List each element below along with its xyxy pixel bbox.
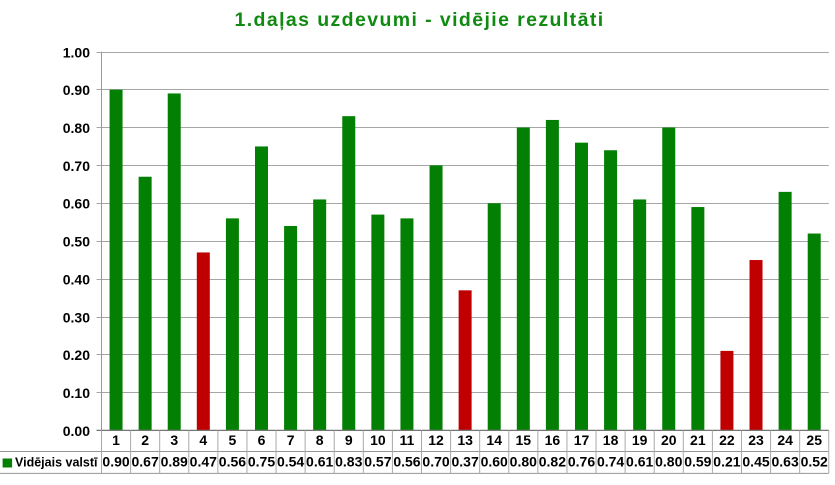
svg-text:0.54: 0.54 [277, 454, 304, 470]
svg-text:0.61: 0.61 [626, 454, 653, 470]
svg-text:15: 15 [516, 432, 532, 448]
svg-text:20: 20 [661, 432, 677, 448]
svg-text:0.52: 0.52 [801, 454, 828, 470]
svg-text:0.56: 0.56 [393, 454, 420, 470]
svg-text:0.63: 0.63 [771, 454, 798, 470]
svg-text:1.daļas uzdevumi - vidējie rez: 1.daļas uzdevumi - vidējie rezultāti [234, 9, 604, 31]
svg-text:0.20: 0.20 [63, 347, 90, 363]
svg-text:0.83: 0.83 [335, 454, 362, 470]
svg-text:25: 25 [806, 432, 822, 448]
svg-text:0.90: 0.90 [102, 454, 129, 470]
svg-text:Vidējais valstī: Vidējais valstī [15, 456, 98, 470]
svg-text:0.80: 0.80 [63, 120, 90, 136]
svg-text:0.82: 0.82 [539, 454, 566, 470]
svg-text:0.37: 0.37 [451, 454, 478, 470]
svg-text:14: 14 [486, 432, 502, 448]
svg-text:12: 12 [428, 432, 444, 448]
svg-text:2: 2 [141, 432, 149, 448]
svg-text:9: 9 [345, 432, 353, 448]
svg-text:0.76: 0.76 [568, 454, 595, 470]
svg-text:13: 13 [457, 432, 473, 448]
svg-text:24: 24 [777, 432, 793, 448]
svg-text:0.60: 0.60 [63, 196, 90, 212]
svg-text:0.30: 0.30 [63, 309, 90, 325]
svg-text:5: 5 [229, 432, 237, 448]
svg-text:0.00: 0.00 [63, 423, 90, 439]
svg-text:16: 16 [545, 432, 561, 448]
svg-text:23: 23 [748, 432, 764, 448]
svg-text:0.61: 0.61 [306, 454, 333, 470]
svg-text:1.00: 1.00 [63, 44, 90, 60]
svg-text:7: 7 [287, 432, 295, 448]
svg-text:0.40: 0.40 [63, 272, 90, 288]
svg-text:0.21: 0.21 [713, 454, 740, 470]
svg-text:0.67: 0.67 [132, 454, 159, 470]
svg-text:1: 1 [112, 432, 120, 448]
svg-text:0.90: 0.90 [63, 82, 90, 98]
svg-text:3: 3 [170, 432, 178, 448]
svg-text:0.60: 0.60 [481, 454, 508, 470]
svg-text:17: 17 [574, 432, 590, 448]
svg-text:0.56: 0.56 [219, 454, 246, 470]
svg-text:0.74: 0.74 [597, 454, 624, 470]
svg-text:0.80: 0.80 [655, 454, 682, 470]
svg-text:0.59: 0.59 [684, 454, 711, 470]
svg-text:8: 8 [316, 432, 324, 448]
svg-text:21: 21 [690, 432, 706, 448]
svg-text:0.45: 0.45 [742, 454, 769, 470]
svg-text:0.80: 0.80 [510, 454, 537, 470]
svg-text:0.89: 0.89 [161, 454, 188, 470]
svg-text:0.50: 0.50 [63, 234, 90, 250]
svg-text:19: 19 [632, 432, 648, 448]
svg-text:10: 10 [370, 432, 386, 448]
svg-text:0.75: 0.75 [248, 454, 275, 470]
svg-text:18: 18 [603, 432, 619, 448]
svg-text:0.57: 0.57 [364, 454, 391, 470]
svg-text:0.10: 0.10 [63, 385, 90, 401]
svg-text:0.70: 0.70 [63, 158, 90, 174]
svg-text:6: 6 [258, 432, 266, 448]
svg-text:0.70: 0.70 [422, 454, 449, 470]
svg-text:11: 11 [400, 432, 415, 448]
svg-text:0.47: 0.47 [190, 454, 217, 470]
svg-text:4: 4 [199, 432, 207, 448]
svg-text:22: 22 [719, 432, 735, 448]
